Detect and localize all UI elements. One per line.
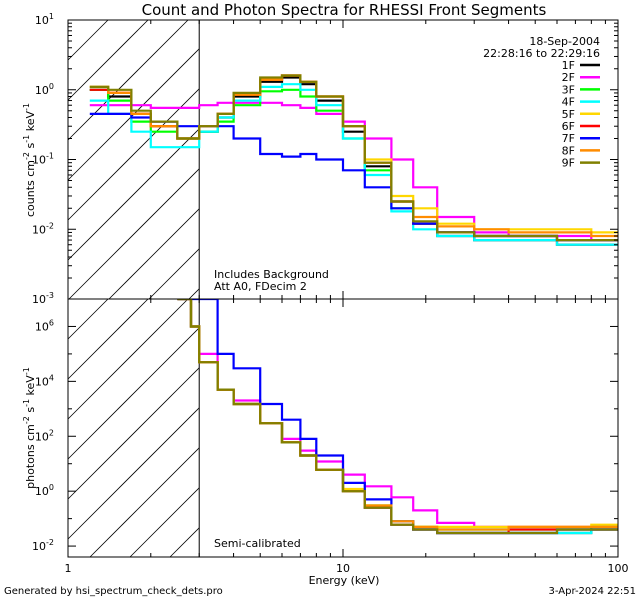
hatch-line xyxy=(169,527,200,558)
hatch-line xyxy=(89,447,200,558)
series-line-6f xyxy=(89,74,618,242)
hatch-line xyxy=(67,367,200,500)
footer-generator: Generated by hsi_spectrum_check_dets.pro xyxy=(4,586,223,597)
legend-label-4f: 4F xyxy=(562,96,575,109)
observation-date: 18-Sep-2004 xyxy=(529,35,600,48)
hatch-line xyxy=(67,298,109,340)
bottom-series-group xyxy=(177,299,618,535)
hatch-line xyxy=(67,298,149,380)
series-line-5f xyxy=(177,299,618,528)
legend-label-2f: 2F xyxy=(562,71,575,84)
series-line-8f xyxy=(177,299,618,531)
hatch-line xyxy=(67,19,149,101)
hatch-line xyxy=(68,168,200,300)
legend-label-6f: 6F xyxy=(562,120,575,133)
y-tick-label: 10-2 xyxy=(32,538,54,553)
legend-label-7f: 7F xyxy=(562,132,575,145)
bottom-y-axis-label: photons cm-2 s-1 keV-1 xyxy=(22,367,37,489)
series-line-9f xyxy=(177,299,618,535)
series-line-7f xyxy=(89,112,618,242)
series-line-9f xyxy=(89,74,618,242)
annotation-background: Includes Background xyxy=(214,268,329,281)
x-tick-label: 1 xyxy=(65,562,72,575)
series-line-4f xyxy=(89,83,618,246)
series-line-3f xyxy=(89,88,618,242)
y-tick-label: 106 xyxy=(35,318,54,333)
hatch-line xyxy=(67,407,200,540)
series-line-2f xyxy=(177,299,618,528)
y-tick-label: 10-1 xyxy=(32,152,54,167)
y-tick-label: 100 xyxy=(35,82,54,97)
series-line-3f xyxy=(177,299,618,531)
x-tick-label: 100 xyxy=(608,562,629,575)
y-axis-labels: counts cm-2 s-1 keV-1 photons cm-2 s-1 ke… xyxy=(22,103,37,489)
hatch-line xyxy=(108,208,200,300)
y-tick-label: 102 xyxy=(35,428,54,443)
series-line-2f xyxy=(89,101,618,242)
legend-label-3f: 3F xyxy=(562,83,575,96)
top-y-axis-label: counts cm-2 s-1 keV-1 xyxy=(22,103,37,217)
legend-label-8f: 8F xyxy=(562,144,575,157)
y-tick-label: 10-3 xyxy=(32,291,54,306)
hatch-line xyxy=(148,248,200,300)
legend-label-1f: 1F xyxy=(562,59,575,72)
hatch-line xyxy=(67,327,200,460)
footer-timestamp: 3-Apr-2024 22:51 xyxy=(549,586,636,597)
series-line-8f xyxy=(89,74,618,238)
x-axis-label: Energy (keV) xyxy=(309,574,380,587)
annotation-attenuator: Att A0, FDecim 2 xyxy=(214,280,307,293)
chart-title: Count and Photon Spectra for RHESSI Fron… xyxy=(142,1,547,19)
y-tick-label: 100 xyxy=(35,483,54,498)
hatch-line xyxy=(67,298,189,420)
top-series-group xyxy=(89,74,618,246)
y-tick-label: 10-2 xyxy=(32,221,54,236)
hatch-line xyxy=(67,128,200,261)
hatch-line xyxy=(129,487,200,558)
axes: 1 10 100 10-3 10-2 10-1 100 101 10-2 100 102 104 106 xyxy=(32,12,628,575)
legend-label-9f: 9F xyxy=(562,157,575,170)
time-range: 22:28:16 to 22:29:16 xyxy=(483,47,600,60)
series-line-5f xyxy=(89,74,618,234)
hatch-line xyxy=(67,19,189,141)
legend-label-5f: 5F xyxy=(562,108,575,121)
hatch-line xyxy=(188,288,200,300)
series-line-1f xyxy=(89,76,618,246)
x-tick-label: 10 xyxy=(336,562,350,575)
shaded-region xyxy=(67,19,200,558)
y-tick-label: 101 xyxy=(35,12,54,27)
y-tick-label: 104 xyxy=(35,373,54,388)
hatch-line xyxy=(67,88,200,221)
annotation-semi-calibrated: Semi-calibrated xyxy=(214,537,301,550)
hatch-line xyxy=(67,19,109,61)
